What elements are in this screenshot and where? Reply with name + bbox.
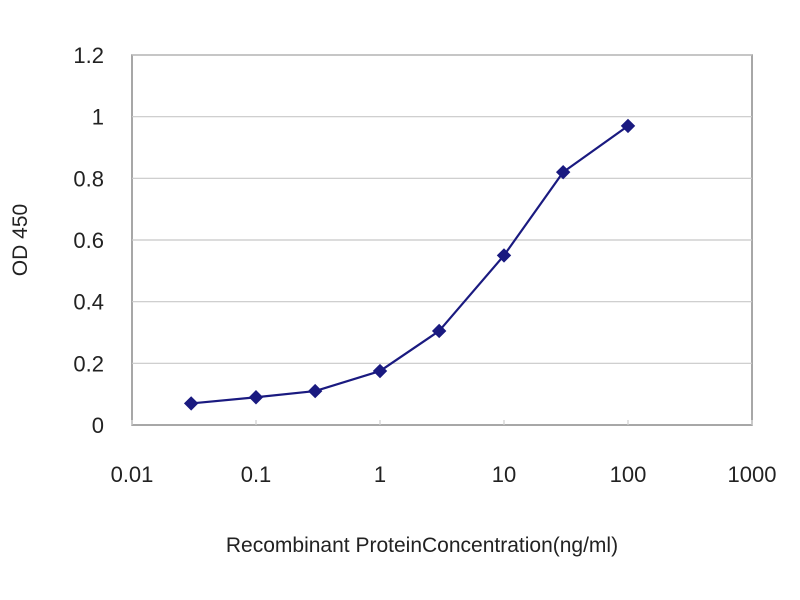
series-layer <box>183 118 636 411</box>
y-axis-title: OD 450 <box>9 204 32 276</box>
x-tick-marks <box>131 420 753 425</box>
y-tick-label: 0.6 <box>73 228 104 253</box>
x-tick-label: 0.1 <box>241 462 272 487</box>
x-tick-label: 1000 <box>728 462 777 487</box>
y-tick-label: 0.4 <box>73 290 104 315</box>
data-point-marker <box>496 248 512 263</box>
data-point-marker <box>248 390 264 405</box>
data-point-marker <box>183 396 199 411</box>
x-axis-title: Recombinant ProteinConcentration(ng/ml) <box>226 534 618 557</box>
data-point-marker <box>431 323 447 339</box>
y-tick-label: 1 <box>92 105 104 130</box>
x-tick-label: 10 <box>492 462 516 487</box>
y-tick-label: 1.2 <box>73 43 104 68</box>
grid-lines <box>132 54 752 364</box>
data-point-marker <box>307 383 323 399</box>
x-tick-label: 0.01 <box>111 462 154 487</box>
x-tick-labels: 0.01 0.1 1 10 100 1000 <box>111 462 777 487</box>
y-tick-labels: 0 0.2 0.4 0.6 0.8 1 1.2 <box>73 43 104 438</box>
series-line <box>191 125 629 405</box>
y-tick-label: 0.8 <box>73 166 104 191</box>
y-tick-label: 0.2 <box>73 351 104 376</box>
data-point-marker <box>620 118 636 134</box>
data-point-marker <box>372 363 388 379</box>
y-tick-label: 0 <box>92 413 104 438</box>
x-tick-label: 1 <box>374 462 386 487</box>
x-tick-label: 100 <box>610 462 647 487</box>
data-point-marker <box>555 164 571 180</box>
